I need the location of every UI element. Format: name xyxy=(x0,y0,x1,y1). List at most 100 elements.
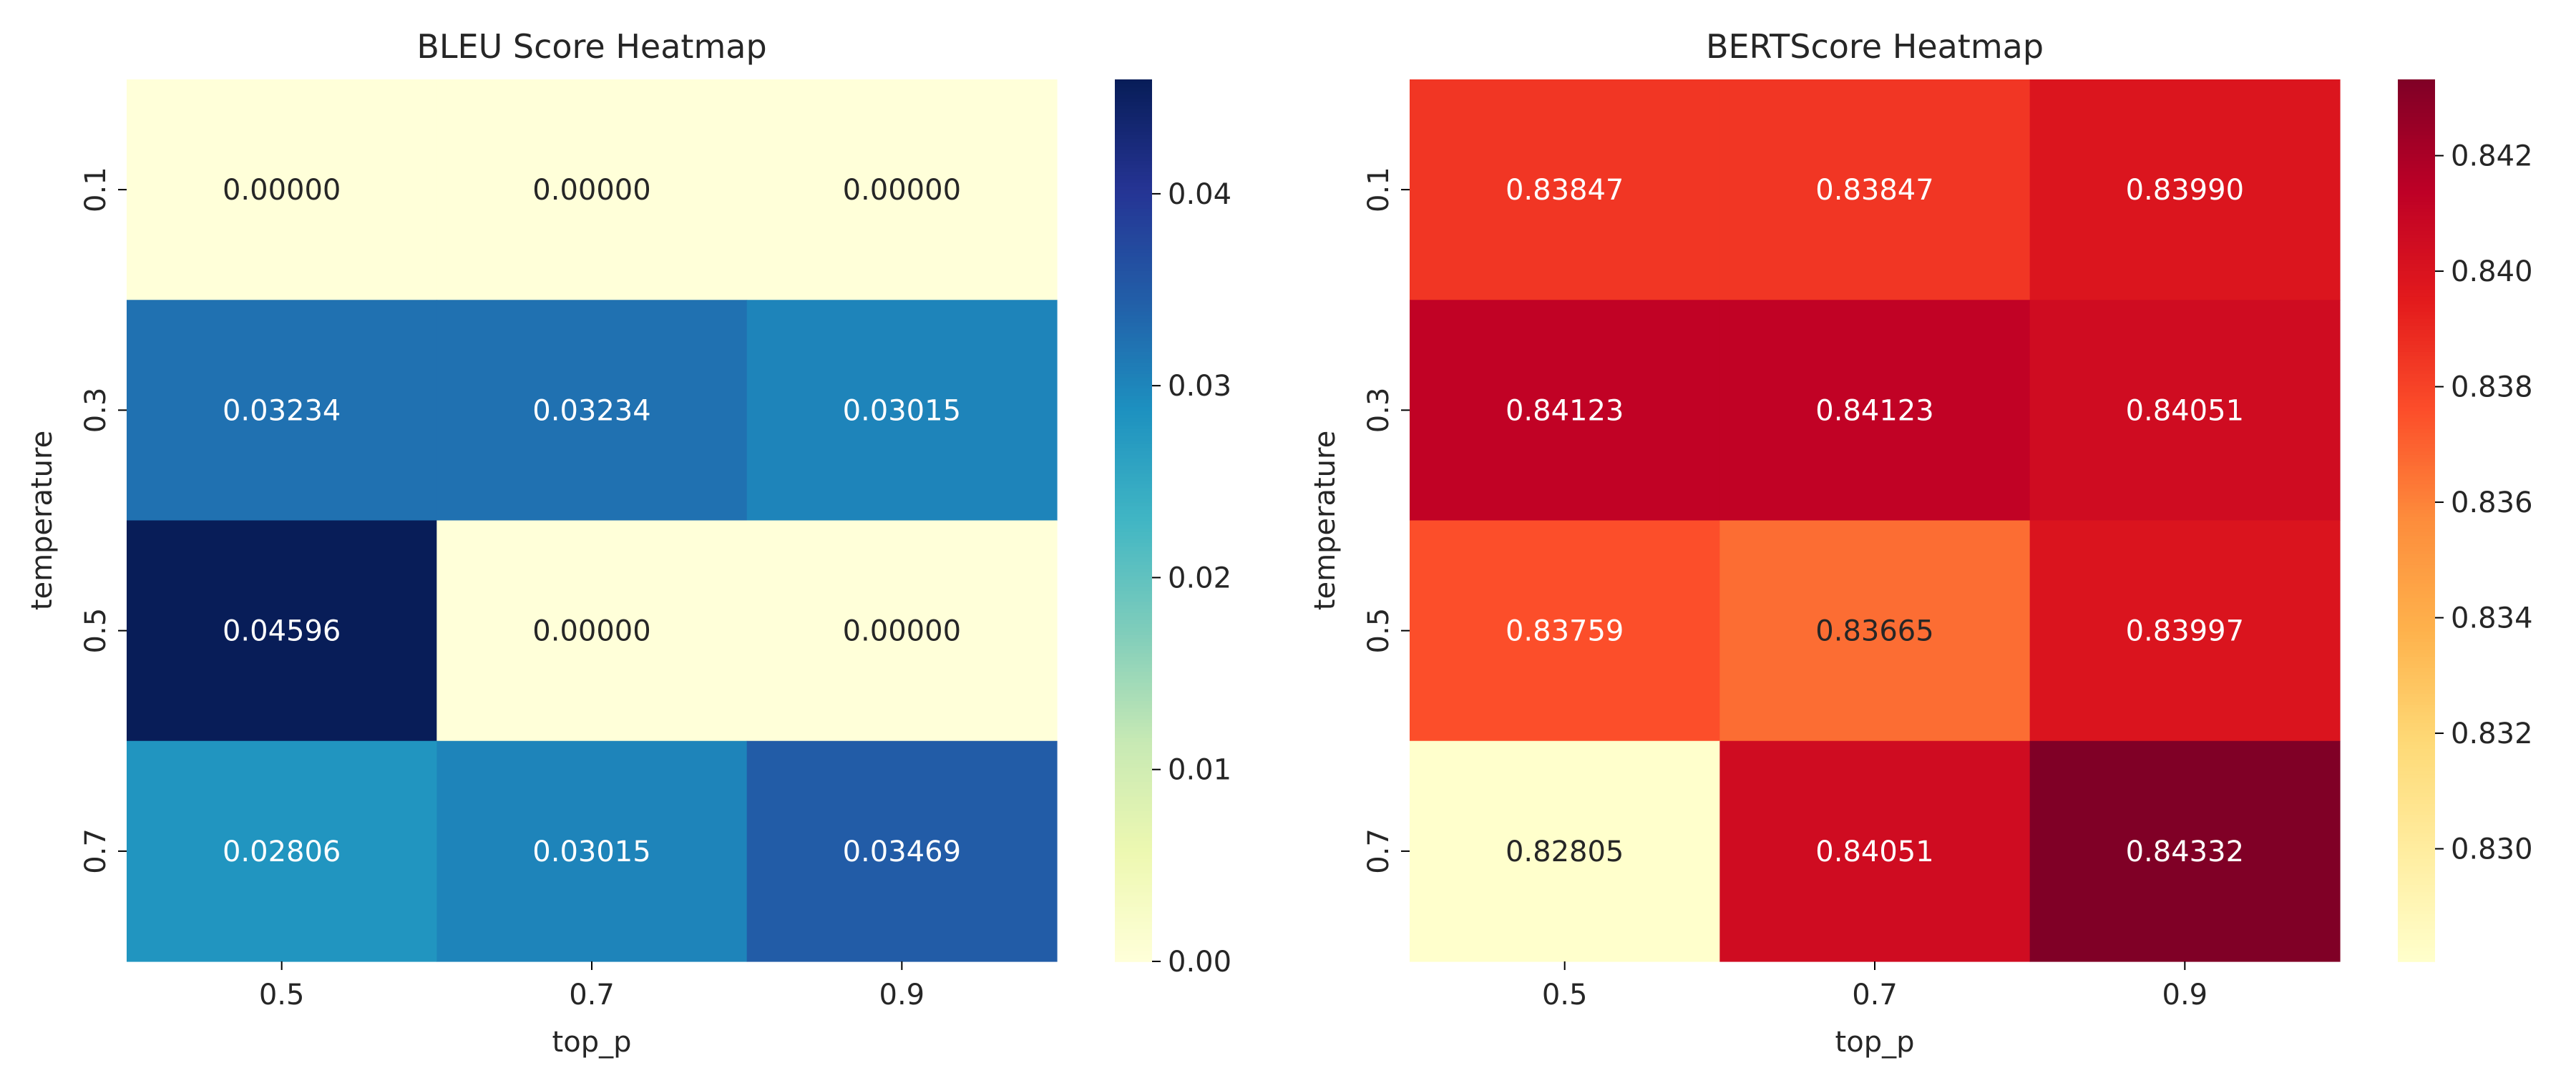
bleu-colorbar-segment xyxy=(1115,296,1152,301)
bertscore-colorbar-segment xyxy=(2398,494,2435,499)
bleu-heatmap-cell xyxy=(746,740,1058,962)
bertscore-colorbar-segment xyxy=(2398,479,2435,484)
bertscore-cell-value-label: 0.83997 xyxy=(2126,615,2244,648)
bertscore-colorbar-segment xyxy=(2398,340,2435,345)
bertscore-colorbar-segment xyxy=(2398,759,2435,764)
bertscore-colorbar-segment xyxy=(2398,590,2435,595)
bertscore-colorbar-segment xyxy=(2398,142,2435,147)
bleu-colorbar-segment xyxy=(1115,403,1152,408)
bleu-colorbar-segment xyxy=(1115,608,1152,613)
bertscore-colorbar-segment xyxy=(2398,957,2435,962)
bertscore-colorbar-segment xyxy=(2398,608,2435,613)
bleu-colorbar-segment xyxy=(1115,924,1152,929)
bertscore-colorbar-segment xyxy=(2398,197,2435,202)
bleu-colorbar-segment xyxy=(1115,322,1152,327)
bertscore-colorbar-segment xyxy=(2398,476,2435,481)
bertscore-colorbar-segment xyxy=(2398,200,2435,205)
bertscore-colorbar-segment xyxy=(2398,601,2435,606)
bertscore-heatmap-cell xyxy=(1719,520,2031,742)
bleu-colorbar-segment xyxy=(1115,778,1152,783)
bertscore-y-tick-label: 0.1 xyxy=(1362,167,1395,212)
bleu-colorbar-segment xyxy=(1115,718,1152,723)
bertscore-colorbar-segment xyxy=(2398,792,2435,797)
bertscore-colorbar-segment xyxy=(2398,145,2435,150)
bertscore-colorbar-segment xyxy=(2398,700,2435,705)
bleu-x-tick-label: 0.7 xyxy=(569,979,615,1011)
bleu-colorbar-segment xyxy=(1115,285,1152,290)
bertscore-colorbar-segment xyxy=(2398,704,2435,709)
bleu-colorbar-segment xyxy=(1115,807,1152,812)
bertscore-colorbar-segment xyxy=(2398,362,2435,367)
bertscore-colorbar-segment xyxy=(2398,134,2435,139)
bleu-colorbar-segment xyxy=(1115,671,1152,676)
bleu-colorbar-segment xyxy=(1115,814,1152,819)
bleu-colorbar-segment xyxy=(1115,902,1152,907)
bleu-colorbar-segment xyxy=(1115,484,1152,489)
bleu-colorbar-segment xyxy=(1115,836,1152,841)
bleu-colorbar-segment xyxy=(1115,398,1152,403)
bertscore-heatmap-cell xyxy=(1410,79,1720,300)
bleu-colorbar-segment xyxy=(1115,623,1152,628)
bertscore-colorbar-segment xyxy=(2398,833,2435,838)
bleu-colorbar-segment xyxy=(1115,160,1152,165)
bleu-colorbar-segment xyxy=(1115,388,1152,393)
bertscore-colorbar-segment xyxy=(2398,237,2435,242)
bleu-cell-value-label: 0.03015 xyxy=(532,836,650,868)
bleu-colorbar-segment xyxy=(1115,274,1152,279)
bleu-colorbar-segment xyxy=(1115,829,1152,833)
bleu-cell-value-label: 0.02806 xyxy=(223,836,341,868)
bleu-colorbar-segment xyxy=(1115,164,1152,169)
bleu-colorbar-segment xyxy=(1115,678,1152,683)
bertscore-colorbar-segment xyxy=(2398,888,2435,893)
bertscore-colorbar-segment xyxy=(2398,116,2435,121)
bleu-colorbar-segment xyxy=(1115,241,1152,245)
bleu-colorbar-segment xyxy=(1115,278,1152,283)
bleu-colorbar-segment xyxy=(1115,498,1152,503)
bertscore-colorbar-segment xyxy=(2398,906,2435,911)
bertscore-colorbar-segment xyxy=(2398,87,2435,92)
bleu-colorbar-segment xyxy=(1115,527,1152,532)
bleu-colorbar-segment xyxy=(1115,910,1152,915)
bertscore-colorbar-segment xyxy=(2398,737,2435,742)
bertscore-colorbar-segment xyxy=(2398,211,2435,216)
bertscore-colorbar-segment xyxy=(2398,579,2435,584)
bleu-colorbar-segment xyxy=(1115,821,1152,826)
bleu-colorbar-tick-label: 0.03 xyxy=(1168,370,1231,403)
bertscore-colorbar-segment xyxy=(2398,891,2435,896)
bleu-colorbar-segment xyxy=(1115,634,1152,639)
bertscore-colorbar-segment xyxy=(2398,627,2435,632)
bleu-heatmap-cells: 0.00000 0.00000 0.00000 0.03234 0.03234 0.030… xyxy=(127,79,1058,962)
bleu-colorbar-segment xyxy=(1115,263,1152,268)
bertscore-colorbar-segment xyxy=(2398,171,2435,176)
bleu-colorbar-segment xyxy=(1115,292,1152,297)
bertscore-colorbar-segment xyxy=(2398,178,2435,183)
bertscore-colorbar-segment xyxy=(2398,726,2435,731)
bleu-colorbar-segment xyxy=(1115,737,1152,742)
bleu-colorbar-segment xyxy=(1115,612,1152,617)
bertscore-colorbar-segment xyxy=(2398,718,2435,723)
bleu-colorbar-segment xyxy=(1115,491,1152,496)
bleu-colorbar-segment xyxy=(1115,432,1152,437)
bleu-colorbar-segment xyxy=(1115,895,1152,900)
bleu-colorbar-segment xyxy=(1115,675,1152,680)
bertscore-colorbar-segment xyxy=(2398,373,2435,378)
bertscore-heatmap-cell xyxy=(2029,520,2341,742)
bleu-colorbar-segment xyxy=(1115,575,1152,580)
bertscore-heatmap-cell xyxy=(2029,79,2341,300)
bleu-colorbar-segment xyxy=(1115,564,1152,569)
bleu-cell-value-label: 0.00000 xyxy=(532,174,650,207)
bleu-colorbar-segment xyxy=(1115,579,1152,584)
bertscore-colorbar-segment xyxy=(2398,954,2435,959)
bertscore-colorbar-segment xyxy=(2398,575,2435,580)
bertscore-colorbar-segment xyxy=(2398,450,2435,455)
bertscore-y-tick-label: 0.5 xyxy=(1362,608,1395,654)
bertscore-colorbar-segment xyxy=(2398,83,2435,88)
bleu-colorbar-segment xyxy=(1115,950,1152,955)
bertscore-x-tick-label: 0.7 xyxy=(1852,979,1898,1011)
bertscore-y-axis-ticks: 0.1 0.3 0.5 0.7 xyxy=(1362,167,1410,874)
bleu-cell-value-label: 0.00000 xyxy=(532,615,650,648)
bertscore-colorbar-segment xyxy=(2398,252,2435,257)
bertscore-colorbar-segment xyxy=(2398,296,2435,301)
bleu-colorbar-segment xyxy=(1115,549,1152,554)
bleu-colorbar-segment xyxy=(1115,840,1152,845)
